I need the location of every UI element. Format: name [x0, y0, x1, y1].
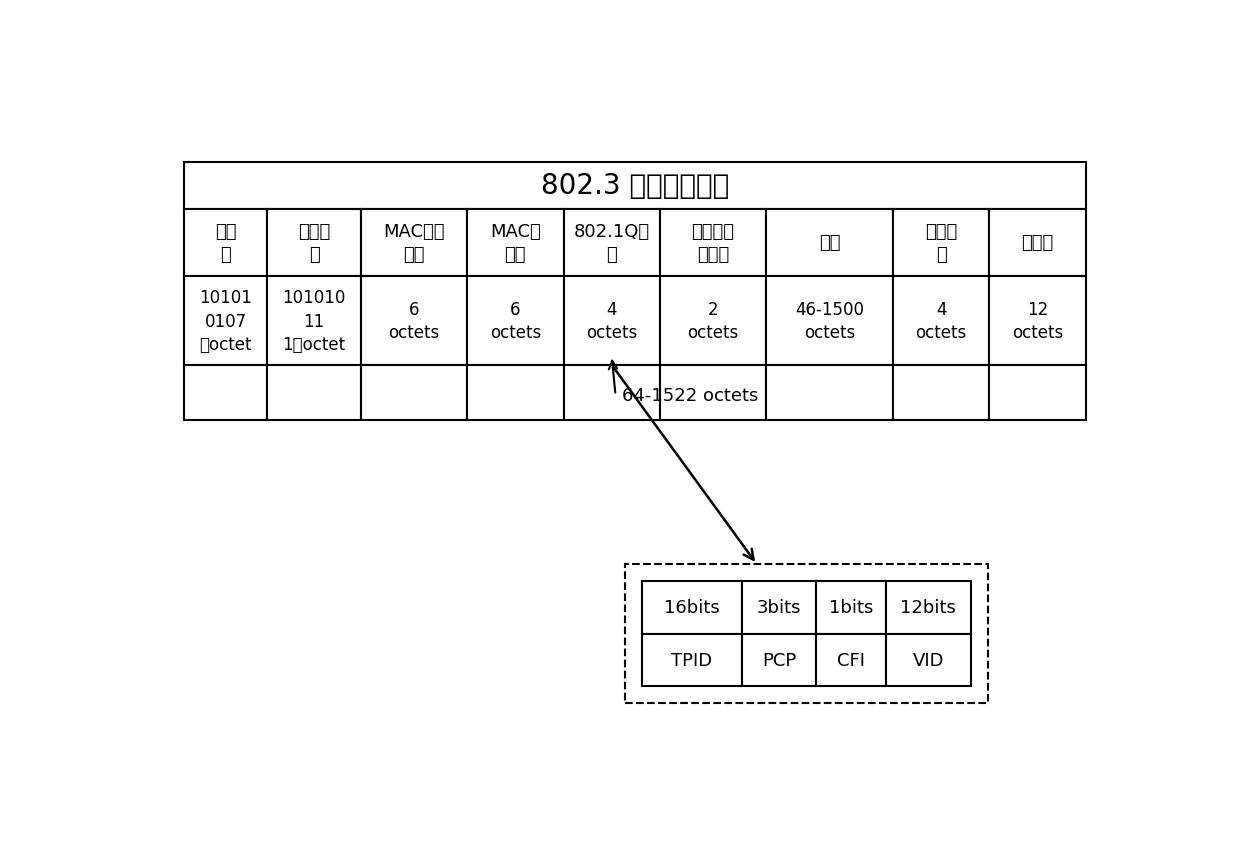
Text: 802.3 以太网帧结构: 802.3 以太网帧结构 [541, 172, 729, 200]
Bar [742, 634, 817, 686]
Text: MAC源
地址: MAC源 地址 [489, 223, 540, 264]
Bar [766, 209, 893, 277]
Bar [817, 582, 886, 634]
Text: 2
octets: 2 octets [688, 300, 738, 342]
Bar [361, 209, 467, 277]
Bar [660, 209, 766, 277]
Bar [886, 634, 971, 686]
Bar [268, 277, 361, 365]
Bar [660, 277, 766, 365]
Text: MAC目标
地址: MAC目标 地址 [383, 223, 445, 264]
Text: CFI: CFI [836, 651, 865, 669]
Bar [893, 277, 989, 365]
Text: 冗余校
验: 冗余校 验 [926, 223, 958, 264]
Bar [742, 582, 817, 634]
Bar [467, 277, 564, 365]
Text: 帧开始
符: 帧开始 符 [297, 223, 331, 264]
Bar [564, 365, 660, 421]
Text: 12
octets: 12 octets [1012, 300, 1063, 342]
Bar [268, 365, 361, 421]
Bar [893, 209, 989, 277]
Bar [564, 209, 660, 277]
Bar [564, 277, 660, 365]
Text: 12bits: 12bits [901, 599, 957, 617]
Bar [624, 565, 987, 703]
Bar [989, 365, 1085, 421]
Bar [467, 209, 564, 277]
Bar [886, 582, 971, 634]
Bar [185, 365, 268, 421]
Text: 10101
0107
个octet: 10101 0107 个octet [199, 288, 253, 354]
Text: 以太类型
或长度: 以太类型 或长度 [691, 223, 735, 264]
Bar [989, 277, 1085, 365]
Text: 3bits: 3bits [757, 599, 802, 617]
Text: 前导
码: 前导 码 [216, 223, 237, 264]
Text: PCP: PCP [762, 651, 797, 669]
Text: 802.1Q标
签: 802.1Q标 签 [574, 223, 649, 264]
Text: 4
octets: 4 octets [586, 300, 637, 342]
Bar [467, 365, 564, 421]
Text: 1bits: 1bits [829, 599, 873, 617]
Bar [817, 634, 886, 686]
Text: 6
octets: 6 octets [388, 300, 440, 342]
Bar [185, 209, 268, 277]
Bar [766, 277, 893, 365]
Bar [766, 365, 893, 421]
Bar [989, 209, 1085, 277]
Bar [185, 277, 268, 365]
Bar [660, 365, 766, 421]
Bar [361, 277, 467, 365]
Text: 帧间距: 帧间距 [1021, 234, 1053, 252]
Text: 101010
11
1个octet: 101010 11 1个octet [282, 288, 346, 354]
Bar [642, 634, 742, 686]
Text: TPID: TPID [672, 651, 712, 669]
Text: 4
octets: 4 octets [916, 300, 966, 342]
Bar [268, 209, 361, 277]
Bar [185, 163, 1085, 209]
Text: 负载: 负载 [819, 234, 840, 252]
Bar [642, 582, 742, 634]
Text: VID: VID [913, 651, 944, 669]
Text: 6
octets: 6 octets [489, 300, 541, 342]
Text: 64-1522 octets: 64-1522 octets [622, 387, 758, 405]
Text: 16bits: 16bits [664, 599, 720, 617]
Bar [361, 365, 467, 421]
Text: 46-1500
octets: 46-1500 octets [795, 300, 864, 342]
Bar [893, 365, 989, 421]
